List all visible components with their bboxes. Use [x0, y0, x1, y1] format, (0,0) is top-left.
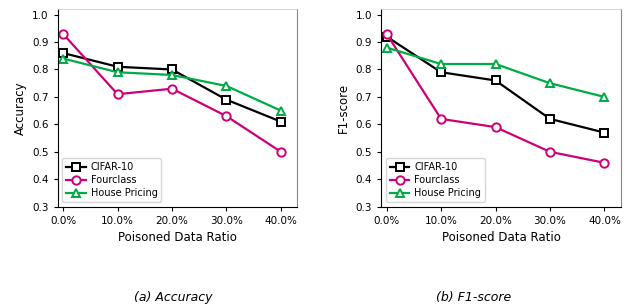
- X-axis label: Poisoned Data Ratio: Poisoned Data Ratio: [442, 231, 561, 244]
- Line: CIFAR-10: CIFAR-10: [383, 33, 609, 137]
- CIFAR-10: [277, 120, 285, 123]
- House Pricing: [546, 81, 554, 85]
- House Pricing: [168, 73, 176, 77]
- CIFAR-10: [437, 71, 445, 74]
- Line: Fourclass: Fourclass: [59, 30, 285, 156]
- Fourclass: [600, 161, 608, 165]
- House Pricing: [223, 84, 230, 88]
- Fourclass: [114, 92, 122, 96]
- CIFAR-10: [114, 65, 122, 69]
- Fourclass: [60, 32, 67, 36]
- Fourclass: [168, 87, 176, 91]
- Legend: CIFAR-10, Fourclass, House Pricing: CIFAR-10, Fourclass, House Pricing: [386, 158, 485, 202]
- CIFAR-10: [546, 117, 554, 121]
- CIFAR-10: [168, 68, 176, 71]
- CIFAR-10: [600, 131, 608, 134]
- House Pricing: [437, 62, 445, 66]
- CIFAR-10: [492, 79, 499, 82]
- Fourclass: [492, 125, 499, 129]
- Fourclass: [223, 114, 230, 118]
- Line: Fourclass: Fourclass: [383, 30, 609, 167]
- Text: (a) Accuracy: (a) Accuracy: [134, 291, 212, 304]
- CIFAR-10: [60, 51, 67, 55]
- Fourclass: [383, 32, 390, 36]
- Fourclass: [277, 150, 285, 154]
- House Pricing: [60, 57, 67, 60]
- Fourclass: [546, 150, 554, 154]
- Text: (b) F1-score: (b) F1-score: [436, 291, 511, 304]
- House Pricing: [383, 46, 390, 49]
- Fourclass: [437, 117, 445, 121]
- Legend: CIFAR-10, Fourclass, House Pricing: CIFAR-10, Fourclass, House Pricing: [63, 158, 161, 202]
- Y-axis label: Accuracy: Accuracy: [13, 81, 26, 135]
- House Pricing: [277, 109, 285, 112]
- Y-axis label: F1-score: F1-score: [337, 83, 350, 133]
- Line: House Pricing: House Pricing: [59, 54, 285, 115]
- House Pricing: [492, 62, 499, 66]
- House Pricing: [114, 71, 122, 74]
- House Pricing: [600, 95, 608, 99]
- CIFAR-10: [383, 35, 390, 38]
- CIFAR-10: [223, 98, 230, 102]
- Line: CIFAR-10: CIFAR-10: [59, 49, 285, 126]
- X-axis label: Poisoned Data Ratio: Poisoned Data Ratio: [118, 231, 237, 244]
- Line: House Pricing: House Pricing: [383, 43, 609, 101]
